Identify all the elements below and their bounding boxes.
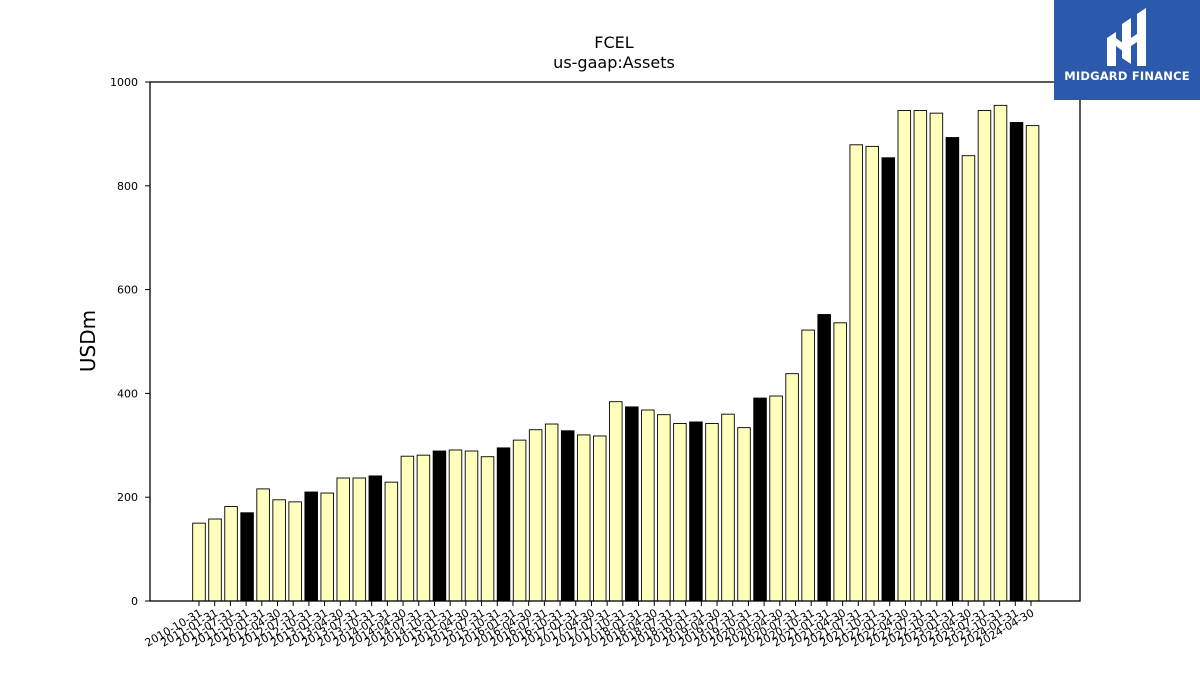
bar-2017-07-31 bbox=[625, 406, 639, 602]
bar-2018-07-31 bbox=[689, 421, 703, 602]
bar-2012-10-31 bbox=[320, 492, 334, 602]
bar-2023-10-31 bbox=[1025, 125, 1040, 602]
bar-2011-01-31 bbox=[208, 518, 222, 602]
bar-2022-07-31 bbox=[945, 137, 960, 602]
bar-2016-07-31 bbox=[560, 430, 575, 602]
y-tick-label: 800 bbox=[117, 180, 138, 193]
bar-2020-10-31 bbox=[833, 322, 847, 602]
bar-2011-10-31 bbox=[256, 488, 270, 602]
y-tick-label: 600 bbox=[117, 284, 138, 297]
bar-2018-10-31 bbox=[705, 423, 719, 602]
bar-2022-01-31 bbox=[913, 110, 928, 602]
bar-2013-07-31 bbox=[368, 475, 383, 602]
bar-2012-01-31 bbox=[272, 499, 286, 602]
logo-text: MIDGARD FINANCE bbox=[1064, 69, 1190, 83]
bar-2015-01-31 bbox=[464, 450, 479, 602]
bar-2022-10-31 bbox=[961, 155, 976, 602]
y-tick-label: 0 bbox=[131, 595, 138, 608]
bar-2022-04-30 bbox=[929, 112, 944, 602]
bar-2015-04-30 bbox=[480, 456, 495, 602]
bar-2017-04-30 bbox=[609, 401, 623, 602]
bar-2013-04-30 bbox=[352, 477, 367, 602]
bar-2014-01-31 bbox=[400, 455, 415, 602]
bar-2014-07-31 bbox=[432, 450, 447, 602]
bar-2018-04-30 bbox=[673, 423, 687, 602]
bar-2019-04-30 bbox=[737, 427, 751, 602]
bar-2019-07-31 bbox=[753, 397, 767, 602]
bar-2016-10-31 bbox=[576, 434, 591, 602]
midgard-finance-logo: MIDGARD FINANCE bbox=[1054, 0, 1200, 100]
bar-2021-01-31 bbox=[849, 144, 863, 602]
bar-2010-10-31 bbox=[192, 522, 206, 602]
bar-2020-07-31 bbox=[817, 314, 831, 602]
bar-2015-07-31 bbox=[496, 447, 511, 602]
y-tick-label: 400 bbox=[117, 387, 138, 400]
bar-2012-07-31 bbox=[304, 491, 318, 602]
bar-2021-04-30 bbox=[865, 145, 880, 602]
bar-2017-01-31 bbox=[593, 435, 607, 602]
bar-2023-04-30 bbox=[993, 104, 1008, 602]
y-tick-label: 200 bbox=[117, 491, 138, 504]
bars-group bbox=[192, 104, 1040, 602]
bar-2011-04-30 bbox=[224, 506, 238, 602]
bar-2023-01-31 bbox=[977, 110, 992, 602]
bar-2015-10-31 bbox=[512, 439, 527, 602]
bar-2014-10-31 bbox=[448, 449, 463, 602]
bar-2019-01-31 bbox=[721, 413, 735, 602]
bar-2011-07-31 bbox=[240, 512, 254, 602]
y-axis-label: USDm bbox=[76, 310, 100, 372]
bar-2020-04-30 bbox=[801, 329, 815, 602]
bar-2016-01-31 bbox=[528, 429, 543, 602]
chart-title: FCEL bbox=[594, 33, 633, 52]
bar-2020-01-31 bbox=[785, 373, 799, 602]
bar-2012-04-30 bbox=[288, 501, 302, 602]
bar-2018-01-31 bbox=[657, 414, 671, 602]
bar-2013-01-31 bbox=[336, 477, 351, 602]
plot-frame bbox=[149, 81, 1081, 602]
x-axis-ticks: 2010-10-312011-01-312011-07-312011-10-31… bbox=[143, 601, 1037, 650]
midgard-mark-icon bbox=[1107, 8, 1146, 66]
bar-2021-10-31 bbox=[897, 110, 912, 602]
bar-2021-07-31 bbox=[881, 157, 896, 602]
bar-2013-10-31 bbox=[384, 481, 399, 602]
bar-2017-10-31 bbox=[641, 409, 655, 602]
bar-2019-10-31 bbox=[769, 395, 783, 602]
y-tick-label: 1000 bbox=[110, 76, 138, 89]
y-axis-ticks: 0 200 400 600 800 1000 bbox=[110, 76, 150, 608]
bar-2016-04-30 bbox=[544, 423, 559, 602]
bar-2023-07-31 bbox=[1009, 122, 1024, 602]
bar-2014-04-30 bbox=[416, 454, 431, 602]
chart-subtitle: us-gaap:Assets bbox=[553, 53, 675, 72]
